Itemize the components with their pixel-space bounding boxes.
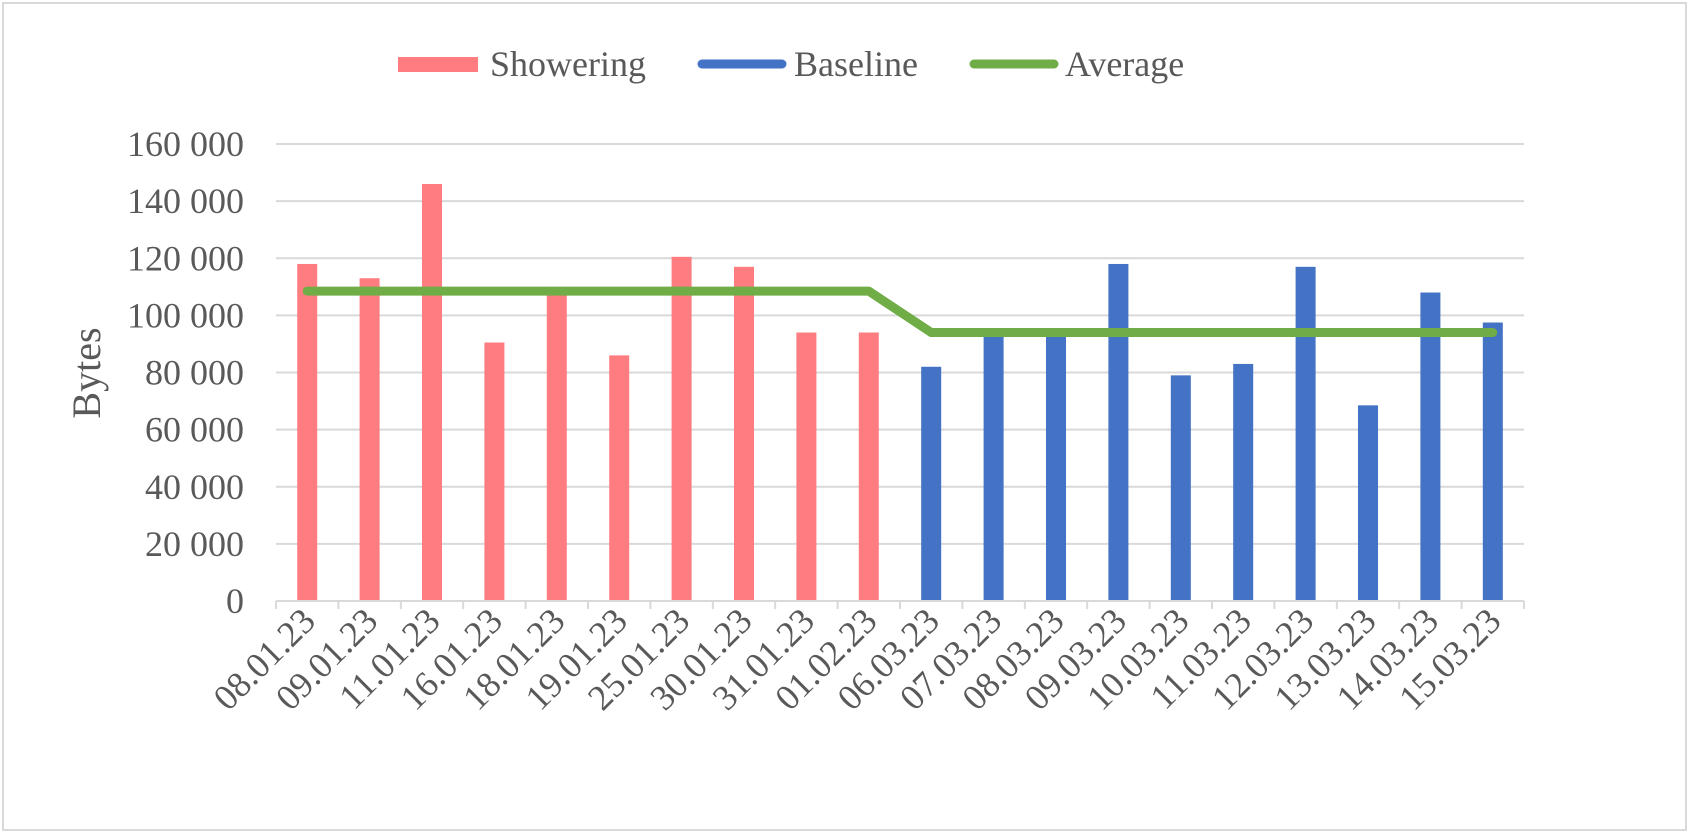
bar-baseline xyxy=(983,332,1004,601)
bar-showering xyxy=(671,256,692,601)
y-tick-label: 100 000 xyxy=(127,295,244,335)
bar-baseline xyxy=(1108,263,1129,601)
bar-baseline xyxy=(921,366,942,601)
bar-baseline xyxy=(1170,375,1191,601)
y-tick-label: 80 000 xyxy=(145,353,244,393)
y-tick-label: 140 000 xyxy=(127,181,244,221)
bar-showering xyxy=(359,278,380,601)
bar-showering xyxy=(734,266,754,601)
bar-showering xyxy=(609,355,630,601)
legend-label-showering: Showering xyxy=(490,44,646,84)
y-axis-title: Bytes xyxy=(64,327,109,418)
legend-swatch-showering xyxy=(398,57,478,72)
bar-showering xyxy=(297,263,318,601)
bars xyxy=(297,183,1503,602)
y-tick-label: 120 000 xyxy=(127,238,244,278)
bar-showering xyxy=(546,292,567,601)
x-axis xyxy=(275,600,1525,609)
average-line-layer xyxy=(302,286,1498,338)
bar-showering xyxy=(484,342,505,601)
line-average xyxy=(302,286,1498,338)
bar-showering xyxy=(796,332,817,601)
legend-label-average: Average xyxy=(1065,44,1184,84)
y-tick-label: 160 000 xyxy=(127,124,244,164)
bar-showering xyxy=(858,332,879,601)
y-tick-label: 0 xyxy=(226,581,244,621)
x-tick-labels: 08.01.2309.01.2311.01.2316.01.2318.01.23… xyxy=(205,600,1508,717)
bar-baseline xyxy=(1046,332,1066,601)
bar-baseline xyxy=(1482,322,1503,601)
legend: Showering Baseline Average xyxy=(398,44,1184,84)
bar-baseline xyxy=(1233,363,1254,601)
bar-showering xyxy=(422,183,442,602)
y-tick-label: 20 000 xyxy=(145,524,244,564)
legend-label-baseline: Baseline xyxy=(794,44,918,84)
bar-baseline xyxy=(1295,266,1316,601)
y-tick-label: 40 000 xyxy=(145,467,244,507)
chart-svg: 0 20 000 40 000 60 000 80 000 100 000 120 000 1… xyxy=(64,44,1525,718)
bar-baseline xyxy=(1358,405,1378,601)
bar-baseline xyxy=(1420,292,1441,601)
y-tick-label: 60 000 xyxy=(145,410,244,450)
y-tick-labels: 0 20 000 40 000 60 000 80 000 100 000 120 000 1… xyxy=(127,124,244,621)
gridlines xyxy=(276,143,1524,545)
